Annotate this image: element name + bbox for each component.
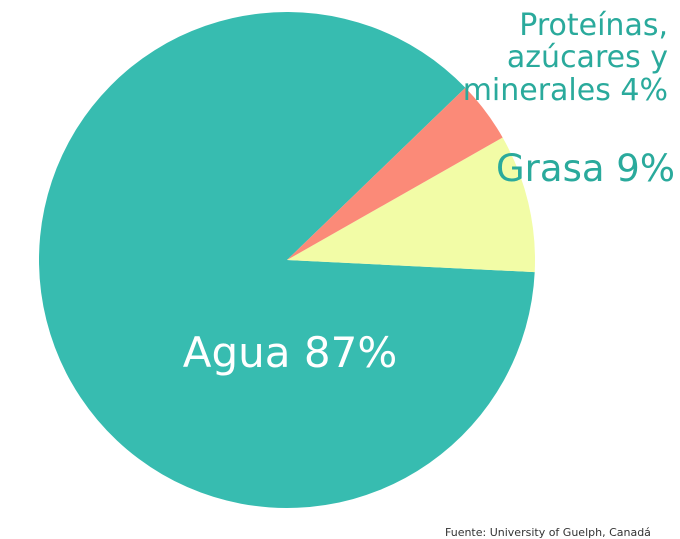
value-label: 87%: [303, 328, 398, 377]
value-label: 9%: [616, 147, 675, 190]
slice-label: Grasa 9%: [480, 150, 675, 187]
source-note: Fuente: University of Guelph, Canadá: [445, 526, 651, 539]
category-label: Grasa: [496, 147, 605, 190]
pie-slice: [287, 137, 535, 273]
slice-label: Proteínas, azúcares y minerales 4%: [440, 8, 668, 108]
category-label: Agua: [182, 328, 291, 377]
category-label: Proteínas, azúcares y minerales: [462, 8, 668, 108]
pie-slice: [38, 11, 535, 508]
pie-slice: [287, 87, 503, 260]
value-label: 4%: [620, 72, 668, 108]
slice-label: Agua 87%: [140, 332, 440, 374]
